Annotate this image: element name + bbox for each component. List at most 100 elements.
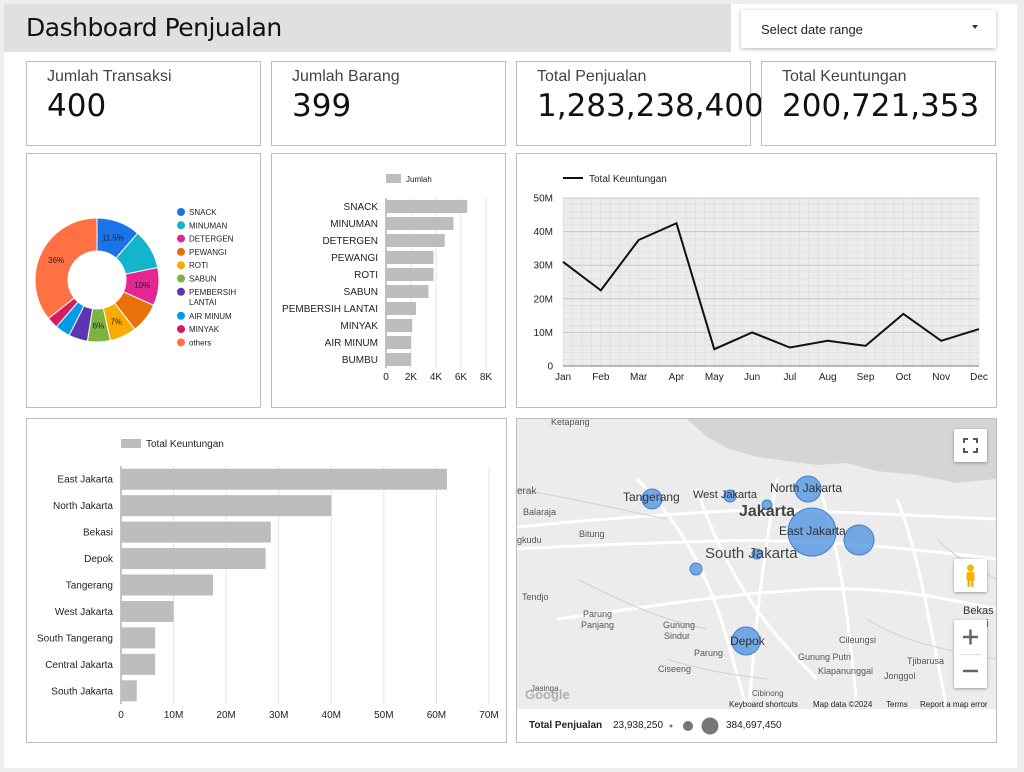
bubble-depok[interactable] <box>731 626 761 656</box>
bar-south-tangerang <box>121 627 156 649</box>
bar-bumbu <box>386 353 411 366</box>
x-tick-label: 50M <box>374 710 393 721</box>
map-label-bitung: Bitung <box>579 529 605 539</box>
jumlah-bar-chart-svg: Jumlah 0 2K 4K 6K 8K SNACK MINUMAN DETERGEN PEWAN… <box>282 174 493 383</box>
x-tick-label: 4K <box>430 372 443 383</box>
legend-small-bubble-icon <box>683 721 693 731</box>
street-view-button[interactable] <box>954 559 987 592</box>
category-label-bumbu: BUMBU <box>342 355 378 366</box>
legend-label: Jumlah <box>406 175 432 184</box>
bar-central-jakarta <box>121 653 156 675</box>
map-label-gunung-sindur-1: Gunung <box>663 620 696 630</box>
bubble-south-tangerang[interactable] <box>689 562 703 576</box>
map-data-attribution: Map data ©2024 <box>813 700 873 709</box>
bar-minyak <box>386 319 413 332</box>
bubble-east-jakarta[interactable] <box>787 507 837 557</box>
map-label-gkudu: gkudu <box>517 535 542 545</box>
category-label-east-jakarta: East Jakarta <box>57 475 113 486</box>
legend-label-others: others <box>189 338 211 347</box>
x-tick-label: 8K <box>480 372 493 383</box>
map-label-depok: Depok <box>730 634 765 648</box>
map-label-cileungsi: Cileungsi <box>839 635 877 645</box>
category-label-detergen: DETERGEN <box>322 236 378 247</box>
donut-chart-svg: 11.5% 10% 7% 6% 36% SNACK MINUMAN DETERGEN PEWAN… <box>34 208 236 347</box>
map-label-tendjo: Tendjo <box>522 592 549 602</box>
terms-link[interactable]: Terms <box>886 700 908 709</box>
x-tick-label: 60M <box>427 710 446 721</box>
bar-pembersih-lantai <box>386 302 416 315</box>
legend-label-pembersih-lantai: PEMBERSIH <box>189 288 236 297</box>
region-keuntungan-bar-chart: Total Keuntungan 0 10M 20M 30M 40M 50M 60M 70M Ea… <box>26 418 507 743</box>
map-label-gunung-putri: Gunung Putri <box>798 652 852 662</box>
map-label-east-jakarta: East Jakarta <box>779 524 846 538</box>
map-label-parung: Parung <box>694 648 724 658</box>
bar-air-minum <box>386 336 411 349</box>
bar-bekasi <box>121 521 271 543</box>
map-label-tjibarusa: Tjibarusa <box>907 656 945 666</box>
x-tick-label-may: May <box>705 372 724 383</box>
bubble-bekasi[interactable] <box>843 524 875 556</box>
legend-swatch-pewangi <box>177 247 185 256</box>
bar-sabun <box>386 285 429 298</box>
date-range-selector[interactable]: Select date range <box>741 10 996 48</box>
map-legend: Total Penjualan 23,938,250 384,697,450 <box>517 709 996 742</box>
fullscreen-button[interactable] <box>954 429 987 462</box>
legend-label-detergen: DETERGEN <box>189 235 234 244</box>
map-canvas[interactable]: Ketapang erak Balaraja Tangerang West Ja… <box>517 419 996 709</box>
bar-pewangi <box>386 251 434 264</box>
header-bar: Dashboard Penjualan <box>4 4 731 52</box>
legend-label-pembersih-lantai-2: LANTAI <box>189 298 216 307</box>
plus-icon <box>963 629 978 645</box>
category-label-snack: SNACK <box>344 202 379 213</box>
legend-swatch <box>121 439 141 448</box>
bubble-south-jakarta[interactable] <box>751 548 763 560</box>
legend-swatch-minuman <box>177 221 185 230</box>
map-legend-bubbles <box>669 717 719 735</box>
x-tick-label: 40M <box>322 710 341 721</box>
x-tick-label: 0 <box>383 372 389 383</box>
kpi-value: 400 <box>47 88 107 124</box>
x-tick-label-apr: Apr <box>669 372 685 383</box>
zoom-divider <box>960 654 981 655</box>
minus-icon <box>963 669 978 673</box>
donut-slice-others <box>34 217 98 320</box>
legend-swatch-detergen <box>177 234 185 243</box>
bubble-north-jakarta[interactable] <box>794 475 822 503</box>
legend-swatch-snack <box>177 208 185 216</box>
map-label-klapanunggal: Klapanunggal <box>818 666 874 676</box>
legend-label-roti: ROTI <box>189 261 208 270</box>
legend-label: Total Keuntungan <box>146 439 224 450</box>
bubble-tangerang[interactable] <box>641 488 663 510</box>
map-roads <box>517 477 996 709</box>
legend-swatch-air-minum <box>177 311 185 320</box>
map-label-ketapang: Ketapang <box>551 419 590 427</box>
keyboard-shortcuts-link[interactable]: Keyboard shortcuts <box>729 700 798 709</box>
category-label-north-jakarta: North Jakarta <box>53 501 113 512</box>
x-tick-label-nov: Nov <box>932 372 950 383</box>
y-tick-label: 30M <box>534 261 553 272</box>
map-sea <box>687 419 996 483</box>
x-tick-label: 20M <box>216 710 235 721</box>
x-tick-label-mar: Mar <box>630 372 648 383</box>
x-tick-label: 30M <box>269 710 288 721</box>
map-label-west-jakarta: West Jakarta <box>693 489 757 501</box>
category-label-roti: ROTI <box>354 270 378 281</box>
category-label-bekasi: Bekasi <box>83 528 113 539</box>
zoom-in-button[interactable] <box>954 620 987 654</box>
y-tick-label: 0 <box>547 362 553 373</box>
category-label-central-jakarta: Central Jakarta <box>45 660 113 671</box>
legend-swatch-sabun <box>177 274 185 283</box>
donut-data-label: 10% <box>134 281 150 290</box>
report-map-error-link[interactable]: Report a map error <box>920 700 988 709</box>
map-base-svg <box>517 419 996 709</box>
legend-label-minuman: MINUMAN <box>189 221 227 230</box>
donut-data-label: 11.5% <box>102 233 124 242</box>
bubble-west-jakarta[interactable] <box>723 489 737 503</box>
x-tick-label-dec: Dec <box>970 372 988 383</box>
sales-map: Ketapang erak Balaraja Tangerang West Ja… <box>516 418 997 743</box>
bubble-central-jakarta[interactable] <box>761 499 773 511</box>
category-label-pembersih-lantai: PEMBERSIH LANTAI <box>282 304 378 315</box>
x-tick-label-jul: Jul <box>784 372 797 383</box>
keuntungan-line-chart: 0 10M 20M 30M 40M 50M Jan Feb Mar Apr May Jun Jul Aug… <box>516 153 997 408</box>
zoom-out-button[interactable] <box>954 654 987 688</box>
